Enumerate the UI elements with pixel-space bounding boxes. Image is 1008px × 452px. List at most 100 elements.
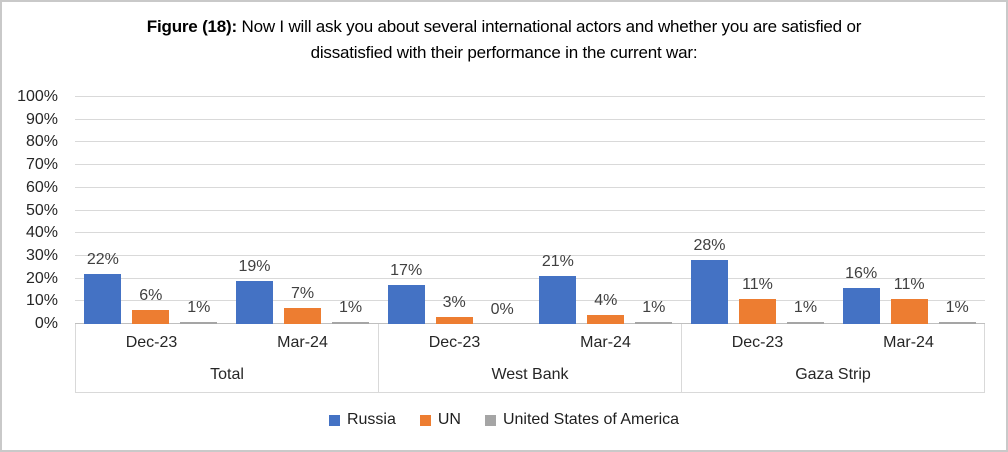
x-axis-group-total: Dec-23 Mar-24 Total [76, 324, 378, 392]
bar-value-label: 16% [845, 265, 878, 282]
bar-slot: 11% [890, 97, 928, 324]
y-tick-label: 30% [25, 246, 58, 264]
gridline [75, 254, 985, 256]
legend-label-united-states-of-america: United States of America [502, 411, 680, 428]
legend-item-un: UN [419, 411, 461, 428]
period-row: Dec-23 Mar-24 [379, 324, 681, 361]
y-tick-label: 80% [25, 133, 58, 151]
bar-slot: 6% [132, 97, 170, 324]
gridline [75, 164, 985, 166]
bar-russia [690, 260, 728, 324]
x-axis-group-gaza-strip: Dec-23 Mar-24 Gaza Strip [681, 324, 984, 392]
bar-slot: 19% [236, 97, 273, 324]
bars-layer: 22% 6% 1% 19% 7% 1% 17% 3% 0% 21% 4% 1% 28% 11% 1% 16% 1… [75, 97, 985, 324]
bar-cluster-gaza-strip-mar-24: 16% 11% 1% [833, 97, 985, 324]
bar-russia [387, 285, 425, 324]
period-label: Dec-23 [125, 333, 178, 351]
gridline [75, 209, 985, 211]
bar-value-label: 1% [642, 299, 666, 316]
bar-un [738, 299, 776, 324]
bar-slot: 1% [635, 97, 673, 324]
bar-russia [84, 274, 122, 324]
bar-slot: 1% [938, 97, 976, 324]
x-axis-table: Dec-23 Mar-24 Total Dec-23 Mar-24 West B… [75, 324, 985, 393]
bar-slot: 1% [180, 97, 218, 324]
bar-cluster-total-dec-23: 22% 6% 1% [75, 97, 227, 324]
bar-value-label: 19% [238, 258, 271, 275]
period-label: Mar-24 [883, 333, 934, 351]
bar-united-states-of-america [938, 322, 976, 324]
bar-cluster-west-bank-mar-24: 21% 4% 1% [530, 97, 682, 324]
bar-un [132, 310, 170, 324]
bar-un [435, 317, 473, 324]
figure-number-label: Figure (18): [146, 17, 237, 36]
y-tick-label: 40% [25, 224, 58, 242]
bar-cluster-west-bank-dec-23: 17% 3% 0% [378, 97, 530, 324]
x-axis-line [75, 323, 985, 324]
y-axis: 0% 10% 20% 30% 40% 50% 60% 70% 80% 90% 100% [2, 88, 66, 332]
title-question-text: Now I will ask you about several interna… [236, 17, 862, 62]
x-axis-group-west-bank: Dec-23 Mar-24 West Bank [378, 324, 681, 392]
legend-item-russia: Russia [328, 411, 396, 428]
legend-label-russia: Russia [346, 411, 396, 428]
bar-russia [236, 281, 273, 324]
bar-value-label: 1% [187, 299, 211, 316]
bar-united-states-of-america [180, 322, 218, 324]
bar-value-label: 1% [945, 299, 969, 316]
y-tick-label: 50% [25, 201, 58, 219]
bar-value-label: 11% [893, 276, 925, 293]
bar-value-label: 7% [290, 285, 315, 302]
period-label: Dec-23 [428, 333, 481, 351]
bar-united-states-of-america [332, 322, 369, 324]
gridline [75, 186, 985, 188]
y-tick-label: 100% [17, 88, 58, 105]
gridlines [75, 96, 985, 324]
y-tick-label: 10% [25, 292, 58, 310]
gridline [75, 300, 985, 302]
bar-group-west-bank: 17% 3% 0% 21% 4% 1% [378, 97, 681, 324]
bar-slot: 22% [84, 97, 122, 324]
bar-value-label: 11% [742, 276, 773, 293]
gridline [75, 118, 985, 120]
bar-russia [539, 276, 577, 324]
group-label-total: Total [210, 365, 244, 383]
bar-value-label: 6% [139, 287, 163, 304]
bar-value-label: 21% [541, 253, 574, 270]
legend-swatch-united-states-of-america [484, 414, 496, 426]
bar-slot: 3% [435, 97, 473, 324]
gridline [75, 277, 985, 279]
bar-slot: 28% [690, 97, 728, 324]
bar-cluster-total-mar-24: 19% 7% 1% [227, 97, 379, 324]
period-row: Dec-23 Mar-24 [76, 324, 378, 361]
y-tick-label: 60% [25, 178, 58, 196]
y-tick-label: 90% [25, 110, 58, 128]
period-label: Dec-23 [731, 333, 784, 351]
plot-area: 22% 6% 1% 19% 7% 1% 17% 3% 0% 21% 4% 1% 28% 11% 1% 16% 1… [75, 96, 985, 324]
period-row: Dec-23 Mar-24 [682, 324, 984, 361]
bar-value-label: 1% [793, 299, 818, 316]
y-tick-label: 70% [25, 156, 58, 174]
legend-label-un: UN [437, 411, 461, 428]
y-tick-label: 20% [25, 269, 58, 287]
bar-united-states-of-america [786, 322, 824, 324]
bar-united-states-of-america [635, 322, 673, 324]
gridline [75, 232, 985, 234]
bar-value-label: 22% [86, 251, 119, 268]
y-tick-label: 0% [34, 315, 58, 332]
bar-value-label: 1% [338, 299, 363, 316]
bar-slot: 7% [284, 97, 321, 324]
bar-slot: 4% [587, 97, 625, 324]
bar-slot: 1% [786, 97, 824, 324]
bar-value-label: 4% [594, 292, 618, 309]
bar-un [587, 315, 625, 324]
period-label: Mar-24 [580, 333, 631, 351]
group-label-gaza-strip: Gaza Strip [795, 365, 871, 383]
bar-un [284, 308, 321, 324]
chart-title-text: Figure (18): Now I will ask you about se… [139, 14, 869, 66]
bar-value-label: 0% [490, 301, 514, 318]
gridline [75, 96, 985, 97]
bar-slot: 21% [539, 97, 577, 324]
chart-title: Figure (18): Now I will ask you about se… [2, 14, 1006, 66]
period-label: Mar-24 [277, 333, 328, 351]
bar-un [890, 299, 928, 324]
